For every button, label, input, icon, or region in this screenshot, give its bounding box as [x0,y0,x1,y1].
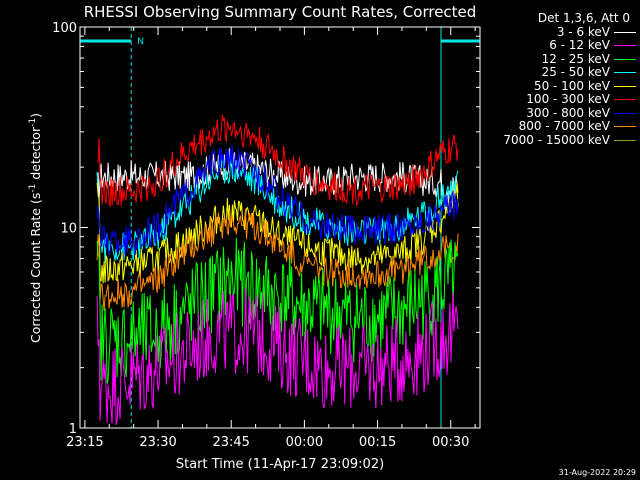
y-label-part: detector [28,126,43,184]
x-tick-label: 23:30 [139,435,176,450]
legend-item: 100 - 300 keV [486,92,636,107]
legend-item: 50 - 100 keV [486,78,636,94]
x-tick-label: 23:45 [212,435,249,450]
series-line [96,155,459,263]
legend-swatch [614,31,636,33]
legend: Det 1,3,6, Att 0 3 - 6 keV 6 - 12 keV 12 -… [486,11,636,148]
legend-item: 25 - 50 keV [486,65,636,80]
series-line [96,145,459,256]
legend-label: 12 - 25 keV [541,51,610,66]
legend-swatch [614,58,636,60]
legend-label: 3 - 6 keV [556,24,610,39]
legend-label: 25 - 50 keV [541,65,610,79]
legend-item: 3 - 6 keV [486,24,636,40]
legend-swatch [614,72,636,74]
legend-label: 100 - 300 keV [526,92,610,106]
legend-item: 12 - 25 keV [486,51,636,67]
x-tick-label: 00:15 [359,435,396,450]
legend-label: 50 - 100 keV [533,78,610,93]
y-label-exponent: -1 [28,184,38,193]
legend-label: 300 - 800 keV [526,105,610,120]
y-label-part: Corrected Count Rate (s [28,193,43,343]
legend-label: 7000 - 15000 keV [503,132,610,147]
legend-swatch [614,139,636,141]
series-line [96,237,459,384]
legend-item: 800 - 7000 keV [486,119,636,134]
legend-label: 800 - 7000 keV [518,119,610,133]
legend-swatch [614,99,636,101]
series-line [96,114,459,207]
legend-rows: 3 - 6 keV 6 - 12 keV 12 - 25 keV 25 - 50 ke… [486,24,636,148]
chart-title: RHESSI Observing Summary Count Rates, Co… [84,3,477,21]
series-layer [96,114,459,425]
legend-label: 6 - 12 keV [549,38,610,52]
timestamp-footer: 31-Aug-2022 20:29 [558,468,636,477]
legend-swatch [614,85,636,87]
y-axis-label: Corrected Count Rate (s-1 detector-1) [28,113,43,343]
x-tick-label: 23:15 [66,435,103,450]
series-line [96,208,459,311]
night-flag-label: N [137,37,144,47]
axis-layer: 23:15 23:30 23:45 00:00 00:15 00:30 1 10 100 [52,21,480,450]
legend-swatch [614,126,636,128]
x-axis-label: Start Time (11-Apr-17 23:09:02) [176,457,384,472]
night-flag-layer: N [79,27,481,428]
legend-item: 7000 - 15000 keV [486,132,636,148]
x-tick-label: 00:30 [432,435,469,450]
y-tick-label: 100 [52,21,77,36]
plot-frame [79,26,481,429]
legend-item: 6 - 12 keV [486,38,636,53]
legend-header: Det 1,3,6, Att 0 [537,11,630,25]
legend-swatch [614,45,636,47]
series-line [96,182,459,284]
y-tick-label: 10 [60,222,77,237]
legend-swatch [614,112,636,114]
x-tick-label: 00:00 [286,435,323,450]
legend-item: 300 - 800 keV [486,105,636,121]
y-tick-label: 1 [69,422,77,437]
y-label-part: ) [28,113,43,118]
series-line [96,288,459,425]
series-line [96,148,459,201]
y-label-exponent: -1 [28,118,38,127]
